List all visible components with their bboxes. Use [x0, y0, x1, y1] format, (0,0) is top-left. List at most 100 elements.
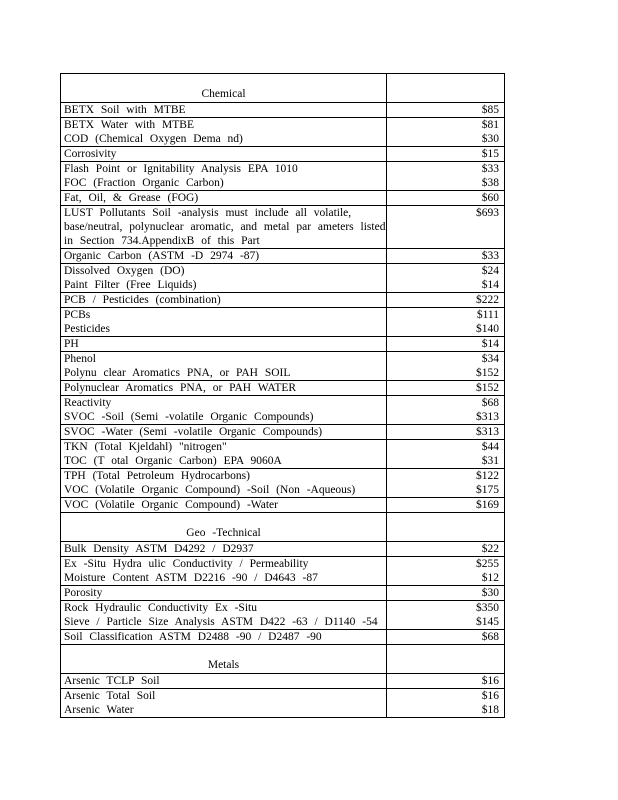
- item-row: TKN (Total Kjeldahl) "nitrogen" $44: [61, 440, 504, 454]
- table-block: TPH (Total Petroleum Hydrocarbons) $122 VO…: [61, 469, 504, 498]
- table-block: Organic Carbon (ASTM -D 2974 -87) $33: [61, 249, 504, 264]
- section-title-cell: Chemical: [61, 74, 386, 102]
- item-row: PCB / Pesticides (combination) $222: [61, 293, 504, 307]
- item-label: Fat, Oil, & Grease (FOG): [64, 192, 199, 204]
- item-label: LUST Pollutants Soil -analysis must incl…: [64, 207, 352, 219]
- table-block: Phenol $34 Polynu clear Aromatics PNA, or …: [61, 352, 504, 381]
- item-row: SVOC -Water (Semi -volatile Organic Comp…: [61, 425, 504, 439]
- item-price: $14: [386, 278, 504, 292]
- item-row: Moisture Content ASTM D2216 -90 / D4643 …: [61, 571, 504, 585]
- section-block: Chemical: [61, 74, 504, 103]
- item-price: $44: [386, 440, 504, 454]
- item-label: BETX Soil with MTBE: [64, 104, 186, 116]
- item-label: base/neutral, polynuclear aromatic, and …: [64, 221, 386, 233]
- table-block: Arsenic Total Soil $16 Arsenic Water $18: [61, 689, 504, 717]
- item-price: $255: [386, 557, 504, 571]
- section-block: Metals: [61, 645, 504, 674]
- item-label: Ex -Situ Hydra ulic Conductivity / Perme…: [64, 558, 309, 570]
- item-price: $169: [386, 498, 504, 512]
- item-row: TOC (T otal Organic Carbon) EPA 9060A $31: [61, 454, 504, 468]
- item-row: VOC (Volatile Organic Compound) -Water $1…: [61, 498, 504, 512]
- item-row: FOC (Fraction Organic Carbon) $38: [61, 176, 504, 190]
- item-row: in Section 734.AppendixB of this Part: [61, 234, 504, 248]
- item-row: Organic Carbon (ASTM -D 2974 -87) $33: [61, 249, 504, 263]
- item-label: Moisture Content ASTM D2216 -90 / D4643 …: [64, 572, 318, 584]
- item-row: Ex -Situ Hydra ulic Conductivity / Perme…: [61, 557, 504, 571]
- item-price: $175: [386, 483, 504, 497]
- table-block: PCB / Pesticides (combination) $222: [61, 293, 504, 308]
- item-label: in Section 734.AppendixB of this Part: [64, 235, 260, 247]
- item-label: Organic Carbon (ASTM -D 2974 -87): [64, 250, 260, 262]
- item-price: $111: [386, 308, 504, 322]
- table-block: Corrosivity $15: [61, 147, 504, 162]
- table-block: Reactivity $68 SVOC -Soil (Semi -volatile …: [61, 396, 504, 425]
- item-row: Arsenic TCLP Soil $16: [61, 674, 504, 688]
- item-price: [386, 234, 504, 248]
- item-label: Phenol: [64, 353, 96, 365]
- item-price: $30: [386, 132, 504, 146]
- item-price: $30: [386, 586, 504, 600]
- item-label: Pesticides: [64, 323, 110, 335]
- item-row: VOC (Volatile Organic Compound) -Soil (N…: [61, 483, 504, 497]
- item-row: Pesticides $140: [61, 322, 504, 336]
- item-label: Flash Point or Ignitability Analysis EPA…: [64, 163, 298, 175]
- item-price: $14: [386, 337, 504, 351]
- item-row: Fat, Oil, & Grease (FOG) $60: [61, 191, 504, 205]
- item-label: PCB / Pesticides (combination): [64, 294, 221, 306]
- item-row: PCBs $111: [61, 308, 504, 322]
- table-block: Fat, Oil, & Grease (FOG) $60: [61, 191, 504, 206]
- section-price-cell: [386, 74, 504, 102]
- item-label: Corrosivity: [64, 148, 117, 160]
- table-block: Rock Hydraulic Conductivity Ex -Situ $350…: [61, 601, 504, 630]
- item-row: TPH (Total Petroleum Hydrocarbons) $122: [61, 469, 504, 483]
- item-price: $222: [386, 293, 504, 307]
- item-row: Porosity $30: [61, 586, 504, 600]
- item-row: Soil Classification ASTM D2488 -90 / D24…: [61, 630, 504, 644]
- item-label: Soil Classification ASTM D2488 -90 / D24…: [64, 631, 322, 643]
- item-price: $85: [386, 103, 504, 117]
- item-label: Sieve / Particle Size Analysis ASTM D422…: [64, 616, 378, 628]
- item-price: $313: [386, 410, 504, 424]
- item-price: $18: [386, 703, 504, 717]
- table-block: LUST Pollutants Soil -analysis must incl…: [61, 206, 504, 249]
- item-price: $81: [386, 118, 504, 132]
- item-price: $16: [386, 674, 504, 688]
- item-price: $31: [386, 454, 504, 468]
- item-row: base/neutral, polynuclear aromatic, and …: [61, 220, 504, 234]
- item-row: Polynuclear Aromatics PNA, or PAH WATER $…: [61, 381, 504, 395]
- item-row: Reactivity $68: [61, 396, 504, 410]
- section-title-cell: Metals: [61, 645, 386, 673]
- section-header-row: Geo -Technical: [61, 513, 504, 541]
- item-price: $22: [386, 542, 504, 556]
- item-price: $152: [386, 381, 504, 395]
- item-price: $38: [386, 176, 504, 190]
- item-label: Reactivity: [64, 397, 112, 409]
- item-label: Arsenic Total Soil: [64, 690, 156, 702]
- item-label: TOC (T otal Organic Carbon) EPA 9060A: [64, 455, 282, 467]
- section-block: Geo -Technical: [61, 513, 504, 542]
- price-table: Chemical BETX Soil with MTBE $85 BETX Water…: [60, 73, 505, 718]
- item-row: Sieve / Particle Size Analysis ASTM D422…: [61, 615, 504, 629]
- item-row: LUST Pollutants Soil -analysis must incl…: [61, 206, 504, 220]
- item-row: Arsenic Total Soil $16: [61, 689, 504, 703]
- item-label: PCBs: [64, 309, 91, 321]
- section-title: Metals: [207, 659, 240, 671]
- item-label: FOC (Fraction Organic Carbon): [64, 177, 224, 189]
- item-price: $68: [386, 630, 504, 644]
- item-price: [386, 220, 504, 234]
- item-price: $33: [386, 162, 504, 176]
- item-label: TKN (Total Kjeldahl) "nitrogen": [64, 441, 227, 453]
- item-price: $33: [386, 249, 504, 263]
- item-row: Polynu clear Aromatics PNA, or PAH SOIL $…: [61, 366, 504, 380]
- item-row: Arsenic Water $18: [61, 703, 504, 717]
- table-block: SVOC -Water (Semi -volatile Organic Comp…: [61, 425, 504, 440]
- item-label: TPH (Total Petroleum Hydrocarbons): [64, 470, 250, 482]
- item-price: $350: [386, 601, 504, 615]
- table-block: PH $14: [61, 337, 504, 352]
- item-row: Rock Hydraulic Conductivity Ex -Situ $350: [61, 601, 504, 615]
- table-block: Polynuclear Aromatics PNA, or PAH WATER $…: [61, 381, 504, 396]
- section-title: Geo -Technical: [186, 527, 261, 539]
- item-label: Porosity: [64, 587, 103, 599]
- table-block: TKN (Total Kjeldahl) "nitrogen" $44 TOC (T…: [61, 440, 504, 469]
- item-row: Bulk Density ASTM D4292 / D2937 $22: [61, 542, 504, 556]
